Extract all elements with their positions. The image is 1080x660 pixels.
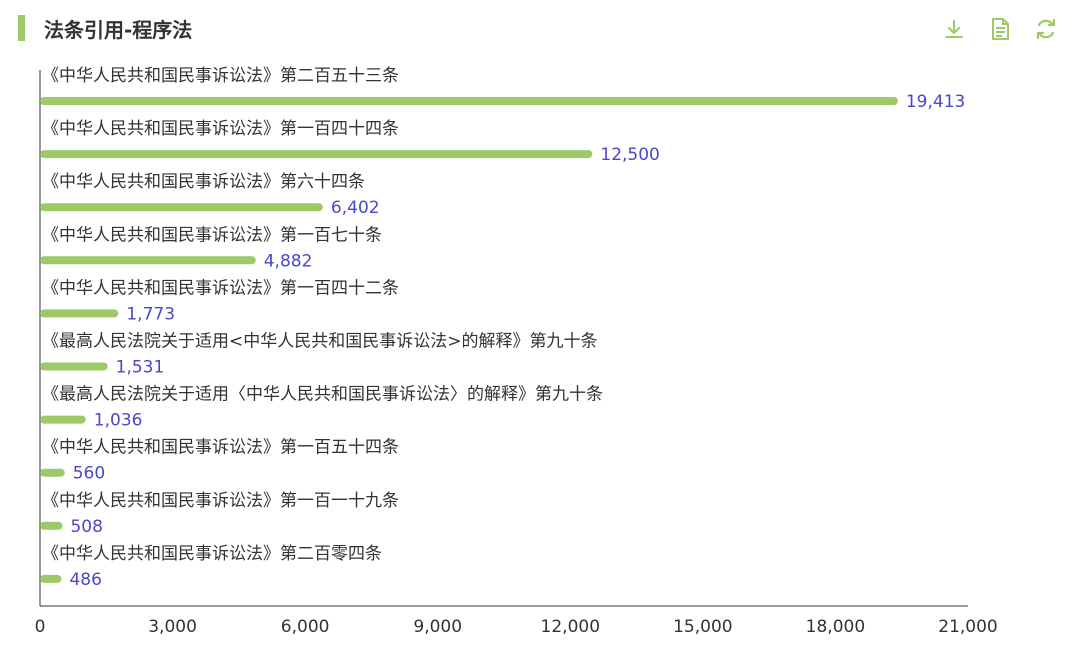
data-label: 508 bbox=[70, 517, 102, 537]
bar[interactable] bbox=[40, 203, 323, 212]
category-label: 《中华人民共和国民事诉讼法》第二百五十三条 bbox=[42, 66, 399, 86]
category-label: 《最高人民法院关于适用〈中华人民共和国民事诉讼法〉的解释》第九十条 bbox=[42, 385, 603, 405]
refresh-button[interactable] bbox=[1030, 14, 1062, 44]
x-tick-label: 0 bbox=[35, 617, 46, 637]
data-label: 6,402 bbox=[331, 198, 380, 218]
bar[interactable] bbox=[40, 468, 65, 477]
title-accent-bar bbox=[18, 15, 25, 41]
x-tick-label: 12,000 bbox=[541, 617, 600, 637]
data-label: 1,773 bbox=[126, 304, 175, 324]
data-label: 12,500 bbox=[600, 145, 659, 165]
category-label: 《中华人民共和国民事诉讼法》第六十四条 bbox=[42, 172, 365, 192]
bar[interactable] bbox=[40, 362, 108, 371]
category-label: 《中华人民共和国民事诉讼法》第一百一十九条 bbox=[42, 491, 399, 511]
data-label: 560 bbox=[73, 464, 105, 484]
bar[interactable] bbox=[40, 97, 898, 105]
bar[interactable] bbox=[40, 256, 256, 265]
category-label: 《中华人民共和国民事诉讼法》第一百七十条 bbox=[42, 225, 382, 245]
data-label: 4,882 bbox=[264, 251, 313, 271]
chart-toolbar bbox=[924, 14, 1062, 44]
category-label: 《中华人民共和国民事诉讼法》第二百零四条 bbox=[42, 544, 382, 564]
x-tick-label: 21,000 bbox=[938, 617, 997, 637]
data-label: 1,531 bbox=[116, 358, 165, 378]
bar[interactable] bbox=[40, 574, 62, 583]
data-label: 19,413 bbox=[906, 92, 965, 112]
category-label: 《最高人民法院关于适用<中华人民共和国民事诉讼法>的解释》第九十条 bbox=[42, 332, 598, 352]
refresh-icon bbox=[1036, 18, 1056, 40]
category-label: 《中华人民共和国民事诉讼法》第一百四十四条 bbox=[42, 119, 399, 139]
bar[interactable] bbox=[40, 150, 593, 159]
x-tick-label: 15,000 bbox=[673, 617, 732, 637]
x-tick-label: 6,000 bbox=[281, 617, 330, 637]
document-icon bbox=[992, 18, 1009, 40]
bar[interactable] bbox=[40, 309, 119, 318]
category-label: 《中华人民共和国民事诉讼法》第一百五十四条 bbox=[42, 438, 399, 458]
x-tick-label: 18,000 bbox=[806, 617, 865, 637]
x-tick-label: 3,000 bbox=[148, 617, 197, 637]
category-label: 《中华人民共和国民事诉讼法》第一百四十二条 bbox=[42, 278, 399, 298]
panel-header: 法条引用-程序法 bbox=[0, 0, 1080, 60]
page-title: 法条引用-程序法 bbox=[44, 18, 193, 42]
data-label: 486 bbox=[69, 570, 101, 590]
download-icon bbox=[945, 20, 963, 38]
download-button[interactable] bbox=[938, 14, 970, 44]
bar[interactable] bbox=[40, 415, 86, 424]
bar[interactable] bbox=[40, 521, 63, 530]
data-view-button[interactable] bbox=[984, 14, 1016, 44]
x-tick-label: 9,000 bbox=[413, 617, 462, 637]
data-label: 1,036 bbox=[94, 411, 143, 431]
